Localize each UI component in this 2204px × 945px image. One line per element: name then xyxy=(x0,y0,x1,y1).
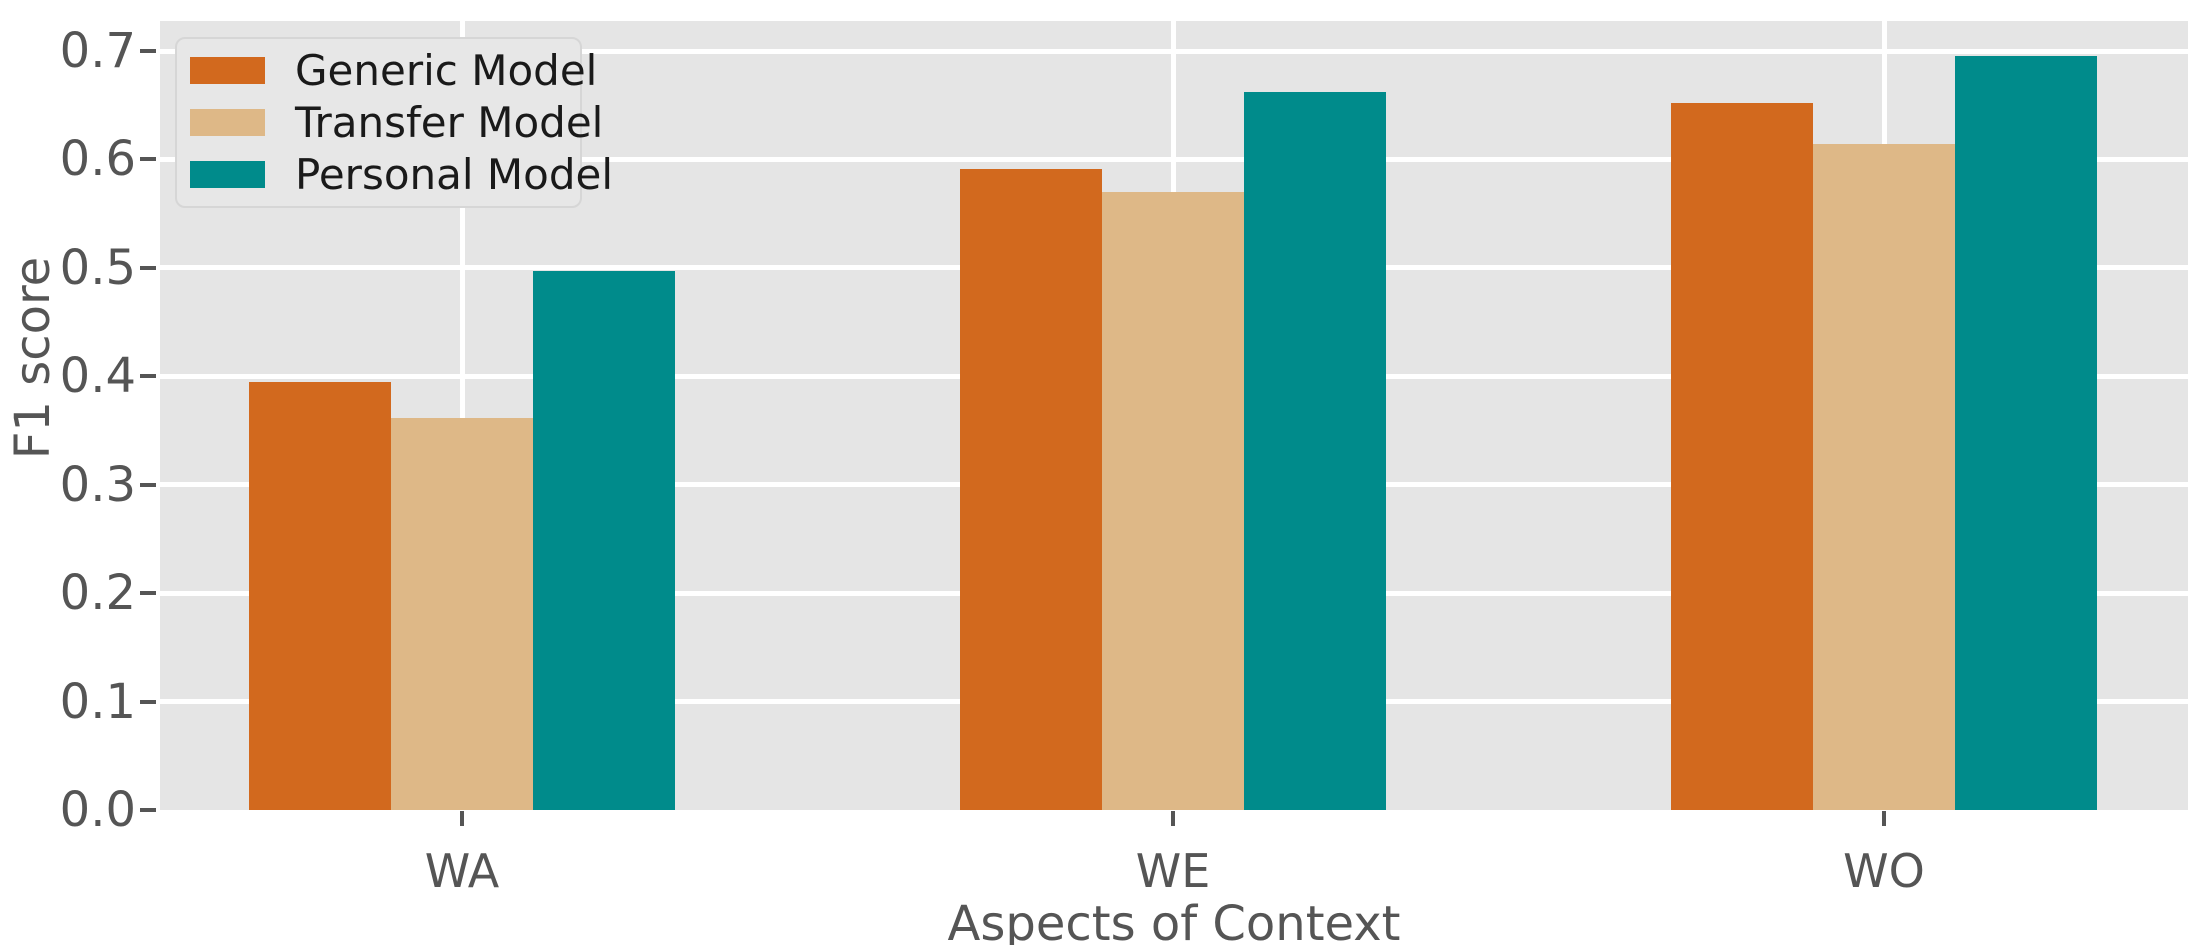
y-tick-label: 0.1 xyxy=(59,673,136,730)
gridline-horizontal xyxy=(160,156,2188,162)
plot-area xyxy=(160,21,2188,810)
x-tick-label: WE xyxy=(1135,844,1211,898)
y-tick-mark xyxy=(140,157,156,162)
bar-generic-wo xyxy=(1671,103,1813,810)
y-tick-label: 0.3 xyxy=(59,456,136,513)
legend-swatch-icon xyxy=(190,160,265,188)
legend-label: Generic Model xyxy=(295,46,598,96)
legend-label: Personal Model xyxy=(295,149,613,199)
legend-item: Personal Model xyxy=(190,150,613,199)
bar-transfer-wo xyxy=(1813,144,1955,810)
legend-swatch-icon xyxy=(190,108,265,136)
y-tick-label: 0.4 xyxy=(59,348,136,405)
legend: Generic Model Transfer Model Personal Mode… xyxy=(175,37,613,208)
y-tick-label: 0.0 xyxy=(59,782,136,838)
y-tick-label: 0.6 xyxy=(59,131,136,188)
bar-generic-we xyxy=(960,169,1102,810)
bar-personal-wo xyxy=(1955,56,2097,810)
bar-personal-wa xyxy=(533,271,675,810)
y-tick-mark xyxy=(140,374,156,379)
y-tick-mark xyxy=(140,591,156,596)
legend-swatch-icon xyxy=(190,57,265,85)
x-tick-label: WO xyxy=(1843,844,1925,898)
y-tick-mark xyxy=(140,482,156,487)
bar-transfer-we xyxy=(1102,191,1244,810)
legend-item: Generic Model xyxy=(190,46,597,95)
x-tick-mark xyxy=(1171,811,1175,826)
y-tick-mark xyxy=(140,808,156,812)
legend-item: Transfer Model xyxy=(190,98,603,147)
gridline-horizontal xyxy=(160,48,2188,54)
legend-label: Transfer Model xyxy=(295,97,604,147)
x-tick-mark xyxy=(1882,811,1886,826)
bar-generic-wa xyxy=(249,381,391,810)
gridline-vertical xyxy=(459,21,465,810)
bar-personal-we xyxy=(1244,92,1386,810)
x-tick-label: WA xyxy=(424,844,500,898)
x-tick-mark xyxy=(460,811,464,826)
x-axis-label: Aspects of Context xyxy=(947,896,1401,945)
y-tick-mark xyxy=(140,49,156,53)
y-tick-label: 0.2 xyxy=(59,565,136,622)
y-tick-mark xyxy=(140,265,156,270)
y-tick-mark xyxy=(140,699,156,704)
bar-transfer-wa xyxy=(391,417,533,810)
y-tick-label: 0.7 xyxy=(59,23,136,79)
y-tick-label: 0.5 xyxy=(59,239,136,296)
